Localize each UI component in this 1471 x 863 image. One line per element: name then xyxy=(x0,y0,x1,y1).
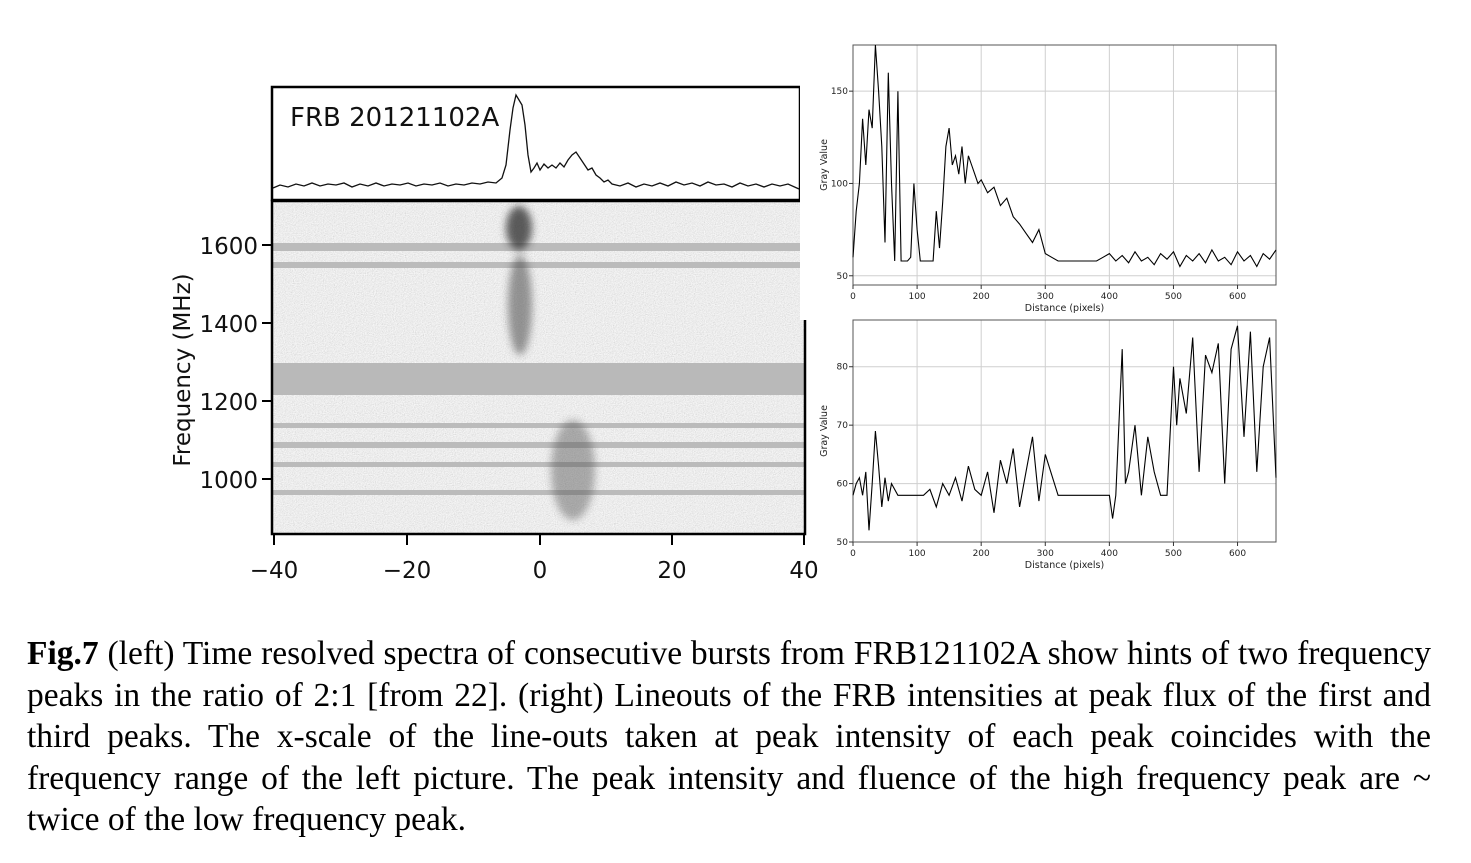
figure-caption: Fig.7 (left) Time resolved spectra of co… xyxy=(27,633,1431,841)
gray-value-series xyxy=(852,325,1277,531)
x-tick-label: 600 xyxy=(1229,549,1246,559)
x-tick-label: 20 xyxy=(657,558,686,584)
x-axis-label: Distance (pixels) xyxy=(1025,560,1104,571)
x-tick-label: 300 xyxy=(1037,549,1054,559)
lineout-chart-bottom: 0 100 200 300 400 500 600 50 60 70 80 Distance (pix… xyxy=(819,319,1277,571)
masked-band xyxy=(272,243,805,251)
y-tick-label: 80 xyxy=(837,363,849,373)
x-tick-label: 40 xyxy=(789,558,818,584)
y-tick-label: 150 xyxy=(831,87,848,97)
y-tick-label: 1400 xyxy=(199,312,258,338)
y-tick-label: 50 xyxy=(837,538,849,548)
masked-band xyxy=(272,363,805,395)
x-tick-label: 100 xyxy=(908,292,925,302)
y-tick-label: 50 xyxy=(837,272,849,282)
burst-emission-high xyxy=(506,206,532,250)
caption-fig-label: Fig.7 xyxy=(27,635,99,672)
x-tick-label: 0 xyxy=(850,549,856,559)
x-tick-label: 500 xyxy=(1165,292,1182,302)
masked-band xyxy=(272,262,805,268)
x-tick-label: 0 xyxy=(533,558,548,584)
masked-band xyxy=(272,442,805,448)
plot-frame xyxy=(852,319,1277,543)
x-tick-label: −40 xyxy=(250,558,299,584)
masked-band xyxy=(272,462,805,467)
masked-band xyxy=(272,490,805,495)
x-tick-label: 500 xyxy=(1165,549,1182,559)
x-tick-label: 400 xyxy=(1101,292,1118,302)
left-ylabel: Frequency (MHz) xyxy=(170,273,196,466)
y-tick-label: 1200 xyxy=(199,390,258,416)
y-tick-label: 70 xyxy=(837,421,849,431)
x-tick-label: 200 xyxy=(973,292,990,302)
x-tick-label: 300 xyxy=(1037,292,1054,302)
masked-band xyxy=(272,423,805,428)
time-series-trace xyxy=(272,93,800,190)
x-tick-label: −20 xyxy=(383,558,432,584)
left-y-ticks: 1600 1400 1200 1000 xyxy=(199,234,272,494)
time-series-frame xyxy=(270,85,802,202)
x-tick-label: 600 xyxy=(1229,292,1246,302)
burst-emission-low xyxy=(551,420,595,520)
y-axis-label: Gray Value xyxy=(819,405,830,457)
x-tick-label: 200 xyxy=(973,549,990,559)
dynamic-spectrum-frame xyxy=(270,199,807,536)
figure: FRB 20121102A Frequency (MHz) 1600 1400 … xyxy=(170,44,1277,584)
left-panel: FRB 20121102A Frequency (MHz) 1600 1400 … xyxy=(170,85,819,584)
x-axis-label: Distance (pixels) xyxy=(1025,303,1104,314)
y-tick-label: 100 xyxy=(831,179,848,189)
left-x-ticks: −40 −20 0 20 40 xyxy=(250,534,819,584)
gray-value-series xyxy=(852,44,1277,268)
plot-frame xyxy=(852,44,1277,286)
x-tick-label: 400 xyxy=(1101,549,1118,559)
y-tick-label: 1000 xyxy=(199,468,258,494)
y-tick-label: 60 xyxy=(837,480,849,490)
burst-label: FRB 20121102A xyxy=(290,103,499,133)
y-axis-label: Gray Value xyxy=(819,139,830,191)
burst-emission-mid xyxy=(508,255,532,355)
y-tick-label: 1600 xyxy=(199,234,258,260)
lineout-chart-top: 0 100 200 300 400 500 600 50 100 150 Distance (pix… xyxy=(819,44,1277,314)
x-tick-label: 100 xyxy=(908,549,925,559)
caption-text: (left) Time resolved spectra of consecut… xyxy=(27,635,1431,838)
x-tick-label: 0 xyxy=(850,292,856,302)
